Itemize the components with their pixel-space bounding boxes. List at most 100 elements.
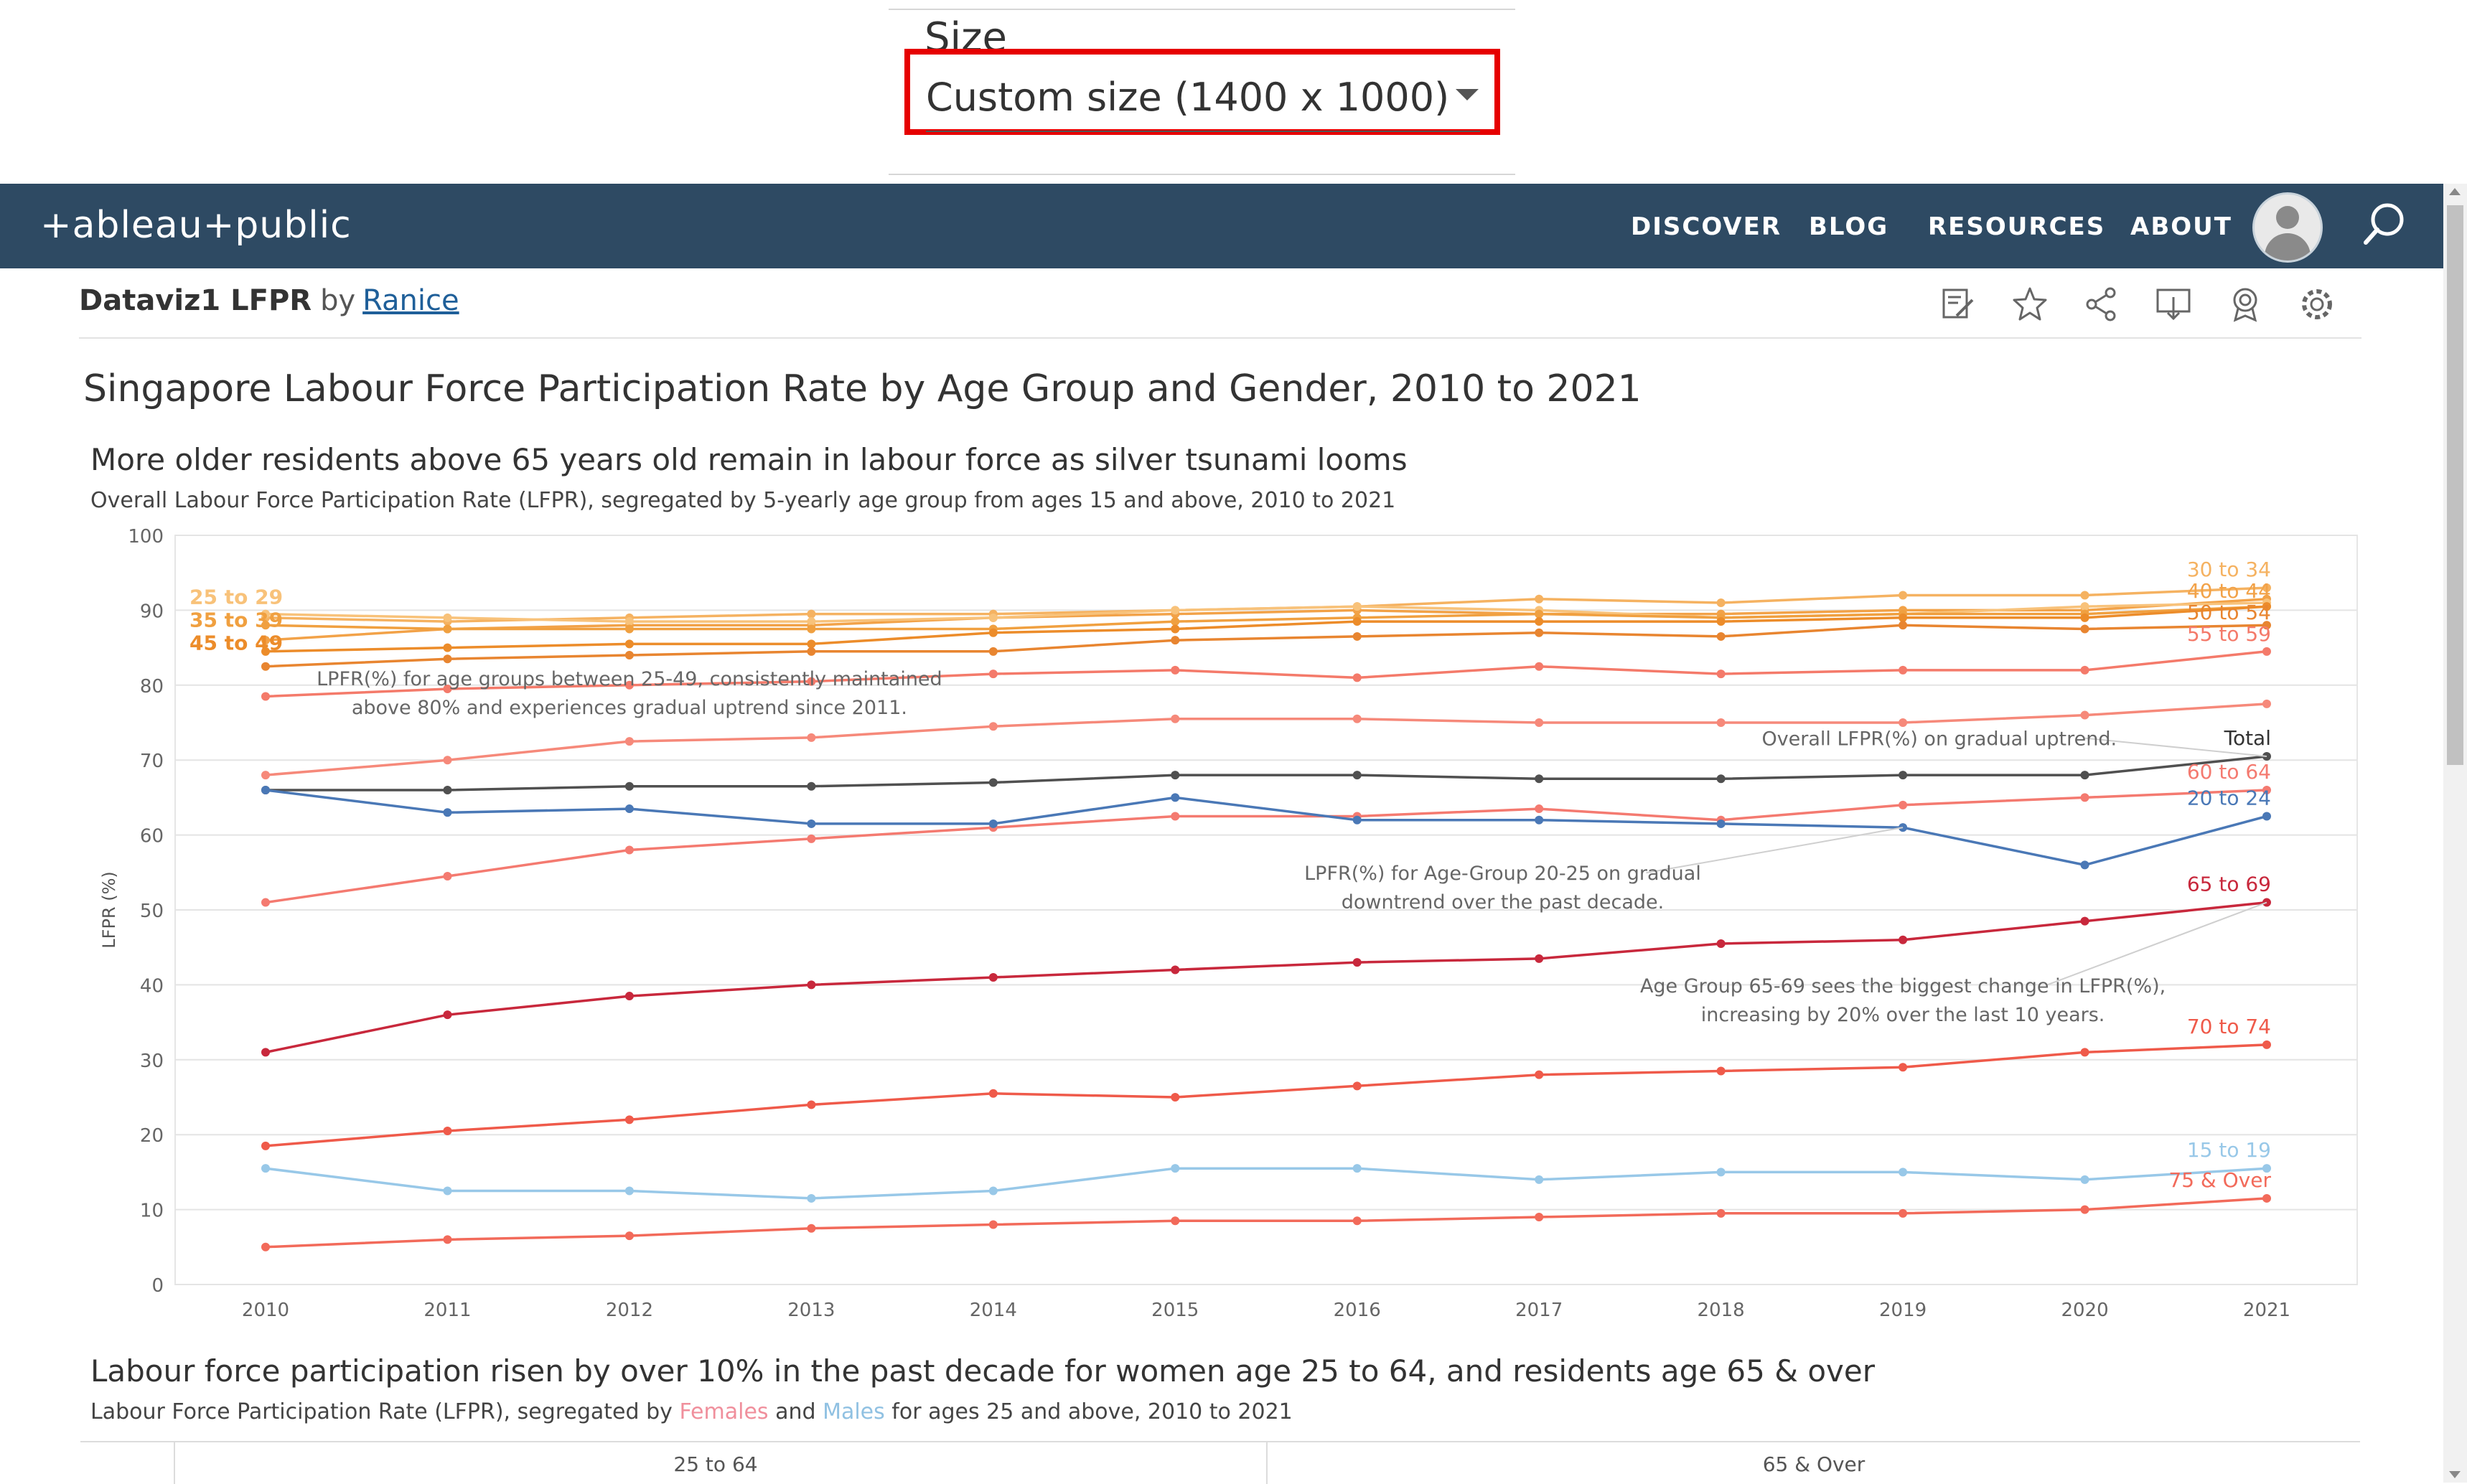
nav-about[interactable]: ABOUT bbox=[2130, 212, 2232, 241]
data-point bbox=[2080, 771, 2089, 780]
data-point bbox=[1171, 624, 1180, 634]
series-line bbox=[265, 624, 2267, 668]
data-point bbox=[2080, 860, 2089, 870]
badge-icon[interactable] bbox=[2225, 284, 2265, 324]
data-point bbox=[1899, 718, 1908, 727]
data-point bbox=[2262, 812, 2271, 821]
data-point bbox=[807, 677, 816, 686]
data-point bbox=[443, 624, 452, 634]
data-point bbox=[2080, 665, 2089, 675]
data-point bbox=[1899, 609, 1908, 619]
data-point bbox=[261, 621, 270, 630]
data-point bbox=[807, 1224, 816, 1233]
data-point bbox=[1716, 774, 1726, 784]
viz-name: Dataviz1 LFPR bbox=[79, 284, 312, 317]
data-point bbox=[261, 1141, 270, 1150]
data-point bbox=[261, 771, 270, 780]
data-point bbox=[807, 781, 816, 791]
author-link[interactable]: Ranice bbox=[362, 284, 459, 317]
scroll-up-icon[interactable] bbox=[2449, 188, 2461, 195]
annotation-pointer bbox=[2082, 737, 2267, 757]
data-point bbox=[443, 1126, 452, 1135]
data-point bbox=[1171, 771, 1180, 780]
data-point bbox=[261, 785, 270, 794]
data-point bbox=[1352, 1216, 1362, 1226]
data-point bbox=[1352, 631, 1362, 641]
download-icon[interactable] bbox=[2153, 284, 2194, 324]
data-point bbox=[624, 624, 634, 634]
size-selected-value: Custom size (1400 x 1000) bbox=[926, 75, 1450, 120]
nav-discover[interactable]: DISCOVER bbox=[1631, 212, 1782, 241]
data-point bbox=[1171, 793, 1180, 802]
y-tick-label: 30 bbox=[140, 1051, 164, 1072]
data-point bbox=[1716, 1066, 1726, 1076]
series-label: 50 to 54 bbox=[2187, 601, 2271, 624]
data-point bbox=[1171, 714, 1180, 723]
data-point bbox=[807, 980, 816, 990]
data-point bbox=[1171, 1093, 1180, 1102]
data-point bbox=[1899, 621, 1908, 630]
chevron-down-icon[interactable] bbox=[1456, 89, 1479, 100]
panel-left-border bbox=[174, 1442, 175, 1484]
nav-resources[interactable]: RESOURCES bbox=[1928, 212, 2106, 241]
scroll-down-icon[interactable] bbox=[2449, 1471, 2461, 1478]
y-tick-label: 40 bbox=[140, 975, 164, 997]
page-scrollbar[interactable] bbox=[2443, 184, 2467, 1483]
annotation-text: downtrend over the past decade. bbox=[1342, 891, 1664, 914]
scroll-thumb[interactable] bbox=[2447, 205, 2463, 765]
data-point bbox=[443, 1235, 452, 1244]
series-label: 20 to 24 bbox=[2187, 786, 2271, 810]
data-point bbox=[1352, 958, 1362, 967]
data-point bbox=[988, 972, 998, 982]
annotation-text: LPFR(%) for Age-Group 20-25 on gradual bbox=[1304, 863, 1701, 885]
data-point bbox=[1171, 617, 1180, 626]
data-point bbox=[1899, 1168, 1908, 1177]
sec2-sub-post: for ages 25 and above, 2010 to 2021 bbox=[884, 1399, 1293, 1424]
annotation-text: Overall LFPR(%) on gradual uptrend. bbox=[1761, 728, 2117, 750]
nav-blog[interactable]: BLOG bbox=[1809, 212, 1889, 241]
series-label: 30 to 34 bbox=[2187, 558, 2271, 581]
data-point bbox=[988, 670, 998, 679]
data-point bbox=[443, 617, 452, 626]
sec2-sub-and: and bbox=[768, 1399, 823, 1424]
series-line bbox=[265, 703, 2267, 776]
data-point bbox=[624, 845, 634, 855]
search-icon[interactable] bbox=[2361, 201, 2407, 247]
series-line bbox=[265, 601, 2267, 623]
data-point bbox=[1352, 602, 1362, 611]
data-point bbox=[443, 1010, 452, 1020]
annotation-text: above 80% and experiences gradual uptren… bbox=[352, 697, 907, 719]
data-point bbox=[443, 808, 452, 817]
data-point bbox=[807, 1193, 816, 1203]
data-point bbox=[1171, 1164, 1180, 1173]
share-icon[interactable] bbox=[2082, 284, 2122, 324]
avatar[interactable] bbox=[2252, 192, 2323, 263]
gender-panel-header: 25 to 64 65 & Over bbox=[80, 1441, 2360, 1484]
gear-icon[interactable] bbox=[2297, 284, 2337, 324]
data-point bbox=[2080, 609, 2089, 619]
data-point bbox=[988, 1220, 998, 1229]
data-point bbox=[2080, 602, 2089, 611]
series-line bbox=[265, 789, 2267, 867]
data-point bbox=[2262, 785, 2271, 794]
data-point bbox=[1535, 815, 1544, 825]
size-select[interactable]: Custom size (1400 x 1000) bbox=[904, 49, 1500, 135]
data-point bbox=[1535, 718, 1544, 727]
data-point bbox=[443, 613, 452, 622]
data-point bbox=[988, 624, 998, 634]
edit-icon[interactable] bbox=[1938, 284, 1978, 324]
data-point bbox=[1899, 1063, 1908, 1072]
data-point bbox=[261, 662, 270, 671]
data-point bbox=[1171, 606, 1180, 615]
data-point bbox=[624, 651, 634, 660]
data-point bbox=[624, 617, 634, 626]
series-line bbox=[266, 755, 2267, 792]
data-point bbox=[1352, 602, 1362, 611]
data-point bbox=[443, 685, 452, 694]
star-icon[interactable] bbox=[2010, 284, 2050, 324]
tableau-public-logo[interactable]: +ableau+public bbox=[40, 204, 352, 247]
series-line bbox=[265, 597, 2267, 642]
data-point bbox=[1716, 819, 1726, 828]
data-point bbox=[1535, 1175, 1544, 1184]
y-tick-label: 0 bbox=[151, 1275, 164, 1297]
